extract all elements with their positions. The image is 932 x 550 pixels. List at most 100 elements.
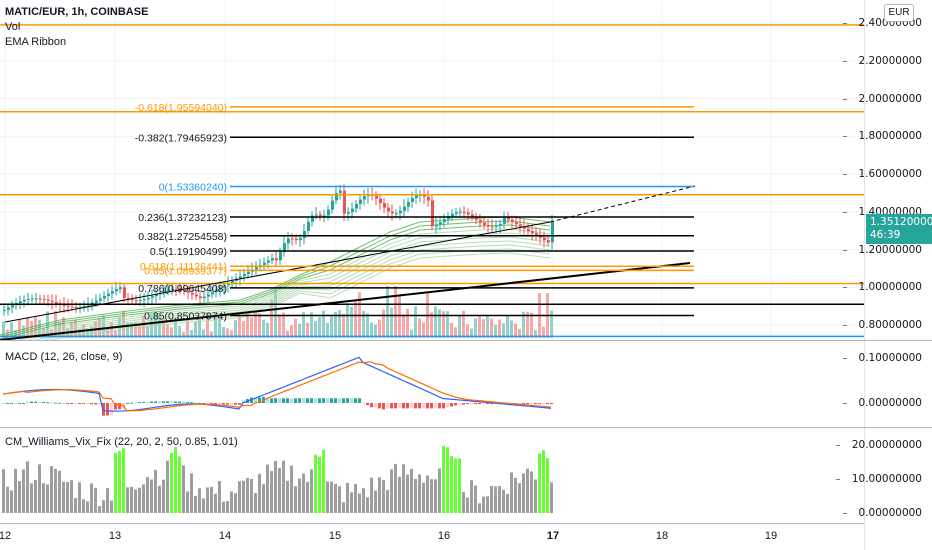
vix-bar [282,460,285,513]
volume-bar [274,290,277,338]
macd-histogram-bar [218,403,221,405]
candle-body [219,287,222,290]
macd-histogram-bar [118,403,121,410]
candle-body [191,292,194,295]
vix-bar [302,473,305,513]
vix-bar [370,477,373,513]
candle-body [19,301,22,304]
price-grid [0,0,864,340]
candle-body [79,306,82,308]
macd-histogram-bar [426,403,429,409]
candle-body [399,210,402,214]
candle-body [35,298,38,300]
vix-bar [154,470,157,513]
volume-bar [270,299,273,338]
volume-bar [114,330,117,338]
price-pane[interactable]: -0.618(1.95594040) -0.382(1.79465923) 0(1.… [0,0,864,340]
macd-histogram-bar [158,401,161,403]
volume-bar [462,310,465,338]
vix-bar [442,445,445,513]
candle-body [387,207,390,212]
candle-body [67,305,70,307]
vix-axis[interactable]: 20.00000000 10.00000000 0.00000000 [835,428,932,523]
fib-level-label: 0.786(0.99645408) [138,283,227,295]
price-axis[interactable]: 2.40000000 2.20000000 2.00000000 1.80000000… [842,0,932,340]
vix-bar [210,486,213,513]
candle-body [327,209,330,216]
vix-bar [62,481,65,513]
volume-bar [226,328,229,338]
macd-histogram-bar [182,401,185,403]
macd-histogram-bar [430,403,433,409]
ema-line [25,240,551,340]
volume-bar [138,326,141,338]
macd-histogram-bar [70,403,73,404]
macd-histogram-bar [482,403,485,405]
time-axis-tick: 17 [546,530,560,542]
volume-bar [306,322,309,338]
macd-histogram-bar [46,402,49,404]
vix-pane[interactable]: CM_Williams_Vix_Fix (22, 20, 2, 50, 0.85… [0,428,864,523]
time-axis-tick: 16 [437,530,451,542]
time-axis-tick: 12 [0,530,12,542]
vix-bar [474,485,477,513]
vix-bar [2,469,5,513]
symbol-title[interactable]: MATIC/EUR, 1h, COINBASE [5,6,149,18]
currency-button[interactable]: EUR [884,4,914,22]
volume-bar [18,319,21,338]
vix-bar [446,447,449,513]
pane-separator[interactable] [0,427,932,428]
price-axis-tick: 1.60000000 [842,168,922,180]
macd-histogram-bar [14,403,17,404]
candle-body [415,195,418,198]
volume-bar [262,319,265,338]
vix-bar [374,490,377,513]
candle-body [455,212,458,214]
macd-histogram-bar [270,398,273,403]
macd-histogram-bar [142,401,145,403]
price-chart[interactable]: -0.618(1.95594040) -0.382(1.79465923) 0(1.… [0,0,864,340]
candle-body [463,211,466,213]
macd-histogram-bar [302,398,305,403]
time-axis[interactable]: 12 13 14 15 16 17 18 19 [0,523,932,550]
volume-indicator-label[interactable]: Vol [5,21,21,33]
macd-chart[interactable] [0,341,864,427]
vix-bar [490,485,493,513]
vix-legend[interactable]: CM_Williams_Vix_Fix (22, 20, 2, 50, 0.85… [5,436,238,448]
volume-bar [322,310,325,338]
vix-bar [14,468,17,513]
volume-bar [334,311,337,338]
ema-line [17,236,551,340]
volume-bar [326,322,329,338]
vix-bars [2,445,553,513]
macd-legend[interactable]: MACD (12, 26, close, 9) [5,351,123,363]
volume-bar [14,330,17,338]
volume-bar [34,317,37,338]
volume-bar [406,308,409,338]
macd-histogram-bar [538,403,541,405]
vix-bar [18,481,21,513]
ema-ribbon-indicator-label[interactable]: EMA Ribbon [5,36,67,48]
candle-body [543,237,546,241]
candle-body [403,206,406,211]
vix-bar [98,506,101,513]
macd-histogram-bar [402,403,405,409]
volume-bar [10,322,13,338]
vix-bar [74,497,77,513]
candle-body [51,300,54,303]
pane-separator[interactable] [0,340,932,341]
macd-axis[interactable]: 0.10000000 0.00000000 [842,341,932,427]
volume-bar [410,329,413,338]
volume-bar [414,306,417,338]
volume-bar [22,325,25,338]
volume-bar [446,311,449,338]
vix-chart[interactable] [0,428,864,523]
macd-histogram-bar [166,401,169,403]
volume-bar [282,312,285,338]
macd-pane[interactable]: MACD (12, 26, close, 9) [0,341,864,427]
macd-histogram-bar [346,398,349,403]
macd-histogram-bar [462,403,465,405]
volume-bar [402,314,405,338]
macd-histogram-bar [38,401,41,403]
ema-line [49,252,551,340]
